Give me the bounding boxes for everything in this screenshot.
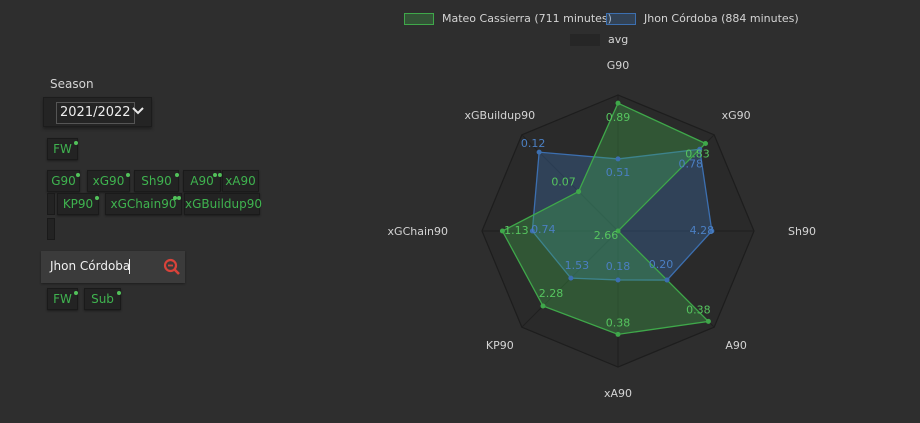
season-value: 2021/2022 xyxy=(56,102,135,124)
value-label: 0.38 xyxy=(606,316,631,329)
metric-chip-label: G90 xyxy=(51,174,76,188)
value-label: 4.28 xyxy=(690,224,715,237)
value-label: 0.89 xyxy=(606,111,631,124)
selected-dot xyxy=(95,196,99,200)
series-point-1 xyxy=(703,140,709,146)
series-point-2 xyxy=(568,275,574,281)
legend-swatch-avg xyxy=(570,34,600,46)
metric-chip-overflow xyxy=(47,193,55,215)
season-label: Season xyxy=(50,77,94,91)
value-label: 0.83 xyxy=(685,147,710,160)
selected-dot xyxy=(117,291,121,295)
selected-dot xyxy=(177,196,181,200)
metric-chip-overflow xyxy=(47,218,55,240)
series-area-2 xyxy=(531,148,713,281)
axis-label: Sh90 xyxy=(788,225,816,238)
search-minus-icon[interactable] xyxy=(163,258,181,276)
compare-chip-fw[interactable]: FW xyxy=(47,288,78,310)
search-input[interactable]: Jhon Córdoba xyxy=(50,259,131,273)
value-label: 2.28 xyxy=(539,287,564,300)
chevron-down-icon[interactable] xyxy=(131,104,145,118)
value-label: 0.20 xyxy=(649,258,674,271)
value-label: 1.53 xyxy=(565,259,590,272)
season-select[interactable]: 2021/2022 xyxy=(43,97,152,127)
radar-spoke xyxy=(521,134,619,232)
value-label: 0.74 xyxy=(531,223,556,236)
metric-chip-a90[interactable]: A90 xyxy=(183,170,222,192)
axis-label: G90 xyxy=(607,59,630,72)
selected-dot xyxy=(173,196,177,200)
player-search[interactable]: Jhon Córdoba xyxy=(41,251,185,283)
series-point-2 xyxy=(615,156,621,162)
radar-grid xyxy=(481,94,755,368)
value-label: 2.66 xyxy=(594,229,619,242)
series-area-1 xyxy=(501,102,710,336)
value-label: 1.13 xyxy=(504,224,529,237)
metric-chip-sh90[interactable]: Sh90 xyxy=(134,170,179,192)
series-point-1 xyxy=(576,189,582,195)
metric-chip-xa90[interactable]: xA90 xyxy=(222,170,259,192)
legend-label-avg: avg xyxy=(608,33,629,46)
metric-chip-label: xGChain90 xyxy=(110,197,177,211)
metric-chip-label: KP90 xyxy=(62,197,94,211)
metric-chip-g90[interactable]: G90 xyxy=(47,170,80,192)
radar-spoke xyxy=(617,134,715,232)
axis-label: xA90 xyxy=(604,387,632,400)
metric-chip-xg90[interactable]: xG90 xyxy=(87,170,130,192)
series-point-1 xyxy=(615,100,621,106)
series-point-2 xyxy=(536,149,542,155)
legend-swatch-player2 xyxy=(606,13,636,25)
metric-chip-xgbuildup90[interactable]: xGBuildup90 xyxy=(184,193,263,215)
position-chip-label: FW xyxy=(53,142,72,156)
radar-spoke xyxy=(521,230,619,328)
metric-chip-label: xA90 xyxy=(225,174,256,188)
value-label: 0.07 xyxy=(551,176,576,189)
selected-dot xyxy=(126,173,130,177)
series-point-1 xyxy=(705,318,711,324)
metric-chip-label: xGBuildup90 xyxy=(185,197,263,211)
series-point-1 xyxy=(540,303,546,309)
axis-label: xG90 xyxy=(722,109,751,122)
legend-swatch-player1 xyxy=(404,13,434,25)
series-point-1 xyxy=(615,228,621,234)
series-point-2 xyxy=(709,228,715,234)
axis-label: xGChain90 xyxy=(388,225,448,238)
selected-dot xyxy=(175,173,179,177)
series-point-2 xyxy=(529,228,535,234)
series-point-1 xyxy=(615,331,621,337)
metric-chip-label: xG90 xyxy=(92,174,125,188)
metric-chip-label: Sh90 xyxy=(141,174,172,188)
selected-dot xyxy=(76,173,80,177)
compare-chip-label: Sub xyxy=(91,292,114,306)
value-label: 0.38 xyxy=(686,303,711,316)
value-label: 0.12 xyxy=(521,137,546,150)
selected-dot xyxy=(74,291,78,295)
value-label: 0.51 xyxy=(606,166,631,179)
text-caret xyxy=(129,259,130,274)
value-label: 0.78 xyxy=(678,157,703,170)
metric-chip-label: A90 xyxy=(190,174,214,188)
selected-dot xyxy=(218,173,222,177)
compare-chip-label: FW xyxy=(53,292,72,306)
compare-chip-sub[interactable]: Sub xyxy=(84,288,121,310)
series-point-2 xyxy=(615,277,621,283)
radar-spoke xyxy=(617,230,715,328)
metric-chip-kp90[interactable]: KP90 xyxy=(57,193,99,215)
metric-chip-xgchain90[interactable]: xGChain90 xyxy=(105,193,182,215)
series-point-1 xyxy=(499,228,505,234)
value-label: 0.18 xyxy=(606,260,631,273)
axis-label: xGBuildup90 xyxy=(465,109,536,122)
axis-label: A90 xyxy=(725,339,747,352)
selected-dot xyxy=(213,173,217,177)
selected-dot xyxy=(74,141,78,145)
series-point-2 xyxy=(697,146,703,152)
legend-label-player2: Jhon Córdoba (884 minutes) xyxy=(644,12,799,25)
legend-label-player1: Mateo Cassierra (711 minutes) xyxy=(442,12,612,25)
position-chip-fw[interactable]: FW xyxy=(47,138,78,160)
series-point-2 xyxy=(664,277,670,283)
axis-label: KP90 xyxy=(486,339,514,352)
